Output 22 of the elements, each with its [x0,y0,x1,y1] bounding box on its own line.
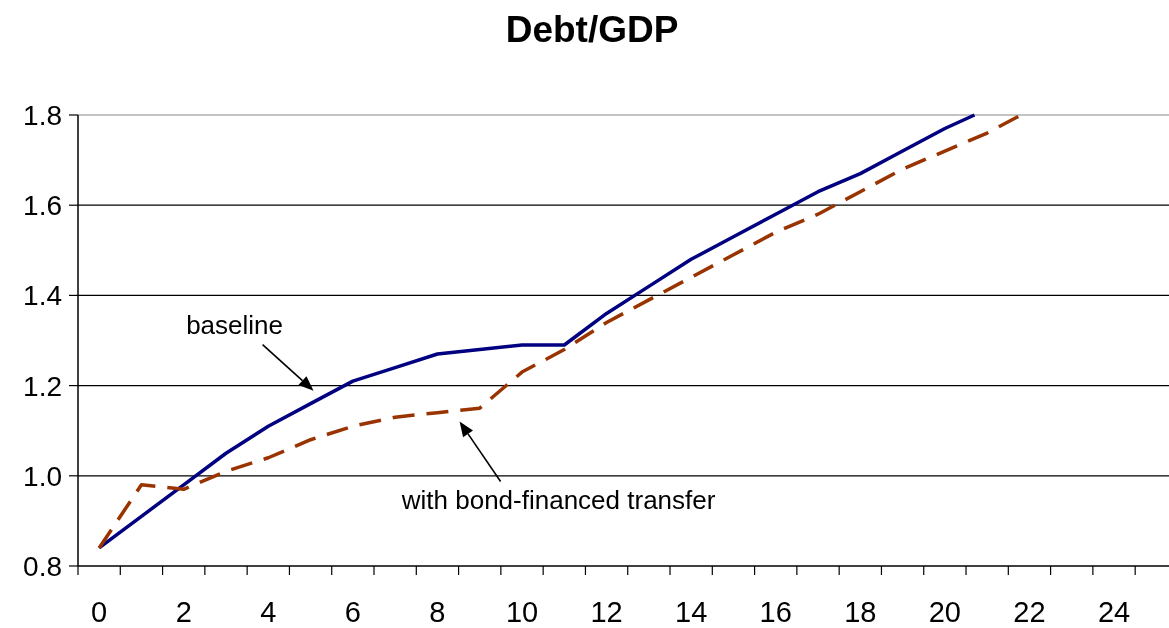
y-tick-label: 1.6 [23,190,62,222]
x-tick-label: 18 [844,596,877,628]
y-tick-label: 1.0 [23,460,62,492]
x-tick-label: 24 [1097,596,1131,628]
x-tick-label: 14 [675,596,708,628]
x-tick-label: 22 [1013,596,1046,628]
y-tick-label: 1.8 [23,100,62,131]
annotation: with bond-financed transfer [400,484,716,515]
x-tick-label: 20 [928,596,962,628]
y-tick-label: 1.2 [23,370,62,402]
x-tick-label: 2 [175,596,192,628]
x-tick-label: 4 [260,596,277,628]
annotation: baseline [186,309,284,340]
y-tick-label: 0.8 [23,551,62,582]
x-tick-label: 16 [759,596,792,628]
x-tick-label: 6 [344,596,361,628]
x-tick-label: 10 [505,596,539,628]
x-tick-label: 8 [429,596,446,628]
x-tick-label: 0 [91,596,108,628]
y-tick-label: 1.4 [23,280,62,312]
chart-title: Debt/GDP [505,9,679,50]
x-tick-label: 12 [590,596,623,628]
